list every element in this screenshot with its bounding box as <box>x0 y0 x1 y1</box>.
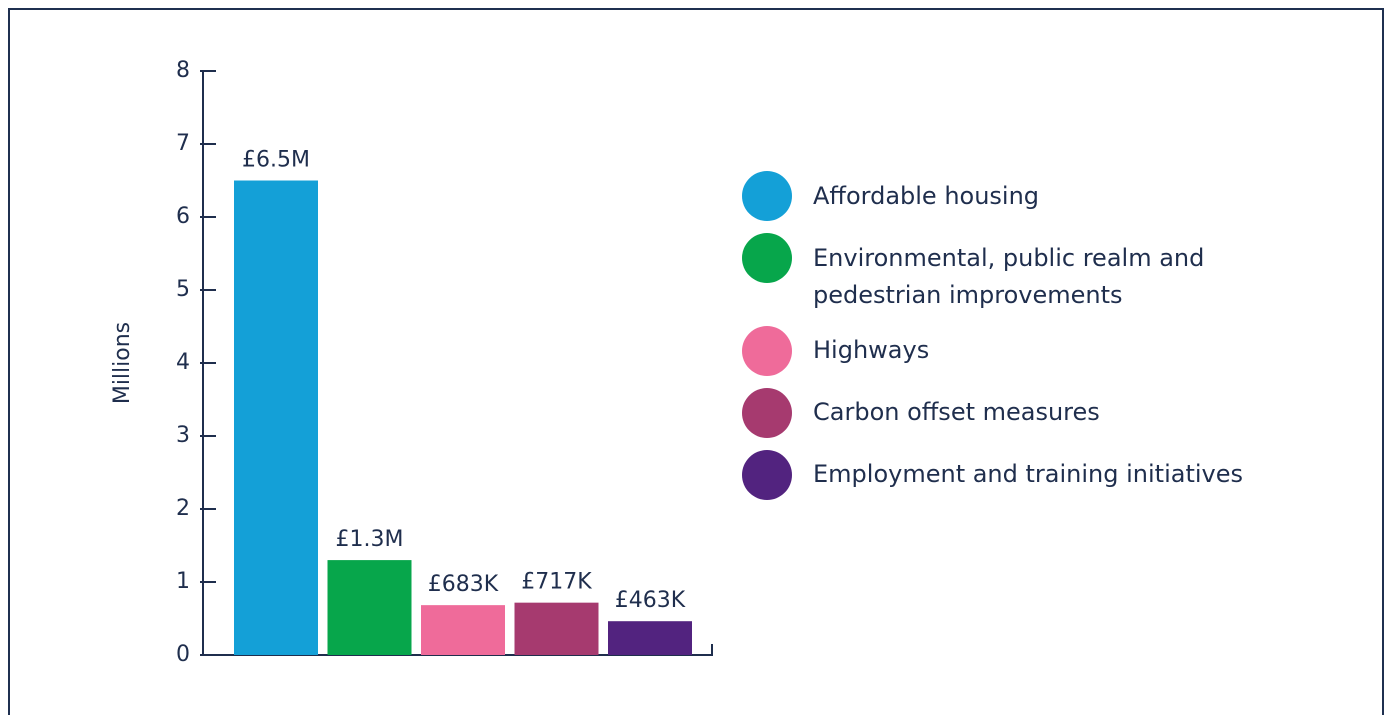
legend-item: Environmental, public realm and pedestri… <box>742 233 1313 314</box>
legend-label: Highways <box>813 336 930 364</box>
legend-item: Highways <box>742 325 1313 376</box>
y-axis-label: Millions <box>110 322 135 404</box>
bar <box>234 180 318 655</box>
bar <box>608 621 692 655</box>
legend-swatch <box>742 387 792 438</box>
legend: Affordable housing Environmental, public … <box>742 171 1313 500</box>
legend-swatch <box>742 449 792 500</box>
legend-swatch <box>742 233 792 283</box>
value-label: £683K <box>428 572 499 597</box>
y-tick-label: 1 <box>176 569 190 594</box>
y-tick-label: 4 <box>176 350 190 375</box>
y-tick-label: 8 <box>176 58 190 83</box>
y-tick-label: 7 <box>176 131 190 156</box>
frame <box>8 8 1384 715</box>
legend-item: Employment and training initiatives <box>742 449 1313 500</box>
value-label: £1.3M <box>336 527 404 552</box>
y-tick-label: 5 <box>176 277 190 302</box>
bar <box>421 605 505 655</box>
value-label: £717K <box>521 570 592 595</box>
legend-swatch <box>742 171 792 221</box>
bar <box>514 602 599 655</box>
value-label: £463K <box>615 588 686 613</box>
legend-swatch <box>742 325 792 376</box>
y-tick-label: 6 <box>176 204 190 229</box>
legend-label: Affordable housing <box>813 181 1040 210</box>
y-tick-label: 2 <box>176 496 190 521</box>
bar <box>327 560 412 655</box>
value-label: £6.5M <box>242 148 310 173</box>
legend-label: Carbon offset measures <box>813 398 1100 426</box>
legend-item: Carbon offset measures <box>742 387 1313 438</box>
legend-label: Employment and training initiatives <box>813 460 1243 488</box>
y-tick-label: 3 <box>176 423 190 448</box>
legend-item: Affordable housing <box>742 171 1313 221</box>
y-tick-label: 0 <box>176 642 190 667</box>
legend-label: Environmental, public realm and pedestri… <box>813 243 1205 309</box>
